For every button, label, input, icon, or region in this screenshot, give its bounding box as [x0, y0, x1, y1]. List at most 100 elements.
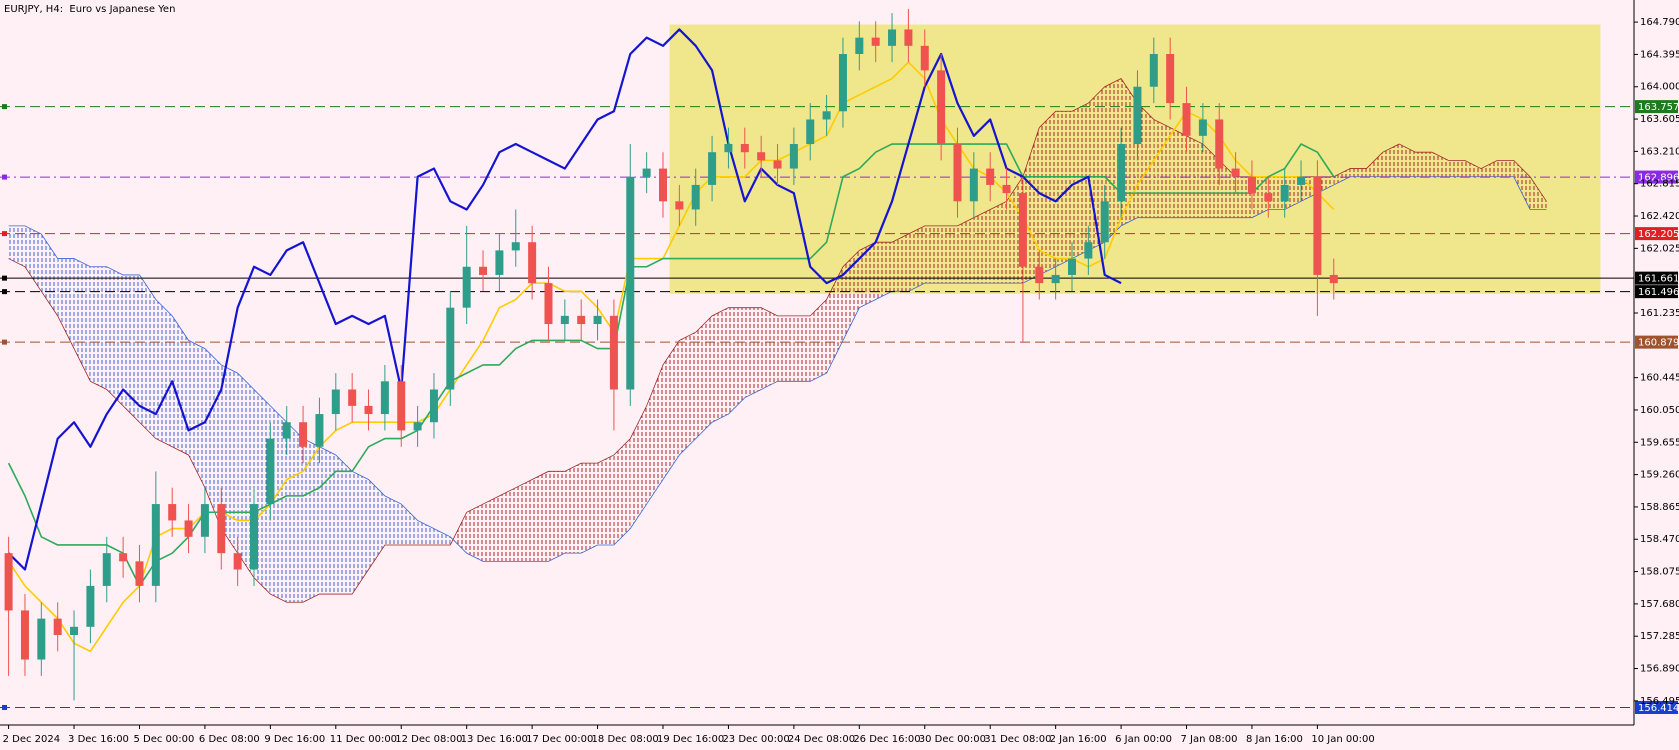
cloud-segment	[712, 307, 729, 423]
candle-body	[773, 160, 782, 169]
cloud-segment	[548, 471, 565, 562]
candle-body	[348, 389, 357, 406]
candle-body	[626, 176, 635, 390]
cloud-segment	[221, 364, 238, 554]
cloud-segment	[1399, 144, 1416, 177]
candle-body	[560, 315, 569, 325]
candle-body	[53, 618, 62, 635]
candle-body	[1264, 193, 1273, 202]
candle-body	[609, 315, 618, 390]
cloud-segment	[515, 479, 533, 562]
cloud-segment	[777, 315, 794, 382]
cloud-segment	[8, 225, 25, 267]
candle-body	[1166, 54, 1175, 104]
level-marker	[2, 104, 7, 110]
cloud-segment	[433, 528, 451, 545]
y-tick-label: 162.025	[1640, 243, 1679, 254]
cloud-segment	[793, 315, 811, 382]
candle-body	[495, 250, 504, 275]
candle-body	[446, 307, 455, 390]
levels-layer: 163.757 162.896 162.205 161.661 161.496 160.8…	[0, 100, 1679, 714]
candle-body	[789, 144, 798, 169]
cloud-segment	[1301, 176, 1318, 202]
cloud-segment	[630, 405, 647, 529]
x-tick-label: 18 Dec 08:00	[592, 734, 659, 745]
candle-body	[1117, 144, 1126, 202]
x-tick-label: 11 Dec 00:00	[330, 734, 397, 745]
cloud-edge	[8, 176, 1547, 562]
level-marker	[2, 704, 7, 710]
y-tick-label: 162.420	[1640, 211, 1679, 222]
cloud-segment	[1497, 160, 1514, 177]
y-tick-label: 163.210	[1640, 146, 1679, 157]
candle-body	[969, 168, 978, 202]
cloud-segment	[483, 495, 500, 562]
candle-body	[593, 315, 602, 325]
y-tick-label: 160.445	[1640, 373, 1679, 384]
cloud-segment	[1006, 176, 1023, 284]
cloud-segment	[1464, 160, 1481, 177]
candle-body	[380, 381, 389, 415]
candle-body	[806, 119, 815, 145]
cloud-segment	[335, 454, 353, 595]
cloud-segment	[1530, 176, 1547, 210]
candle-body	[1231, 168, 1240, 177]
x-tick-label: 13 Dec 16:00	[461, 734, 528, 745]
candle-body	[315, 414, 324, 447]
cloud-segment	[990, 201, 1007, 284]
cloud-segment	[1481, 160, 1498, 177]
level-marker	[2, 339, 7, 345]
candle-body	[757, 152, 766, 161]
cloud-segment	[254, 389, 271, 595]
cloud-segment	[1121, 78, 1138, 226]
cloud-segment	[908, 225, 925, 292]
cloud-segment	[1350, 168, 1367, 177]
x-tick-label: 2 Jan 16:00	[1050, 734, 1107, 745]
candle-body	[577, 315, 586, 325]
candle-body	[331, 389, 340, 415]
candle-body	[135, 561, 144, 586]
cloud-segment	[352, 471, 369, 595]
cloud-segment	[1022, 127, 1040, 284]
candle-body	[986, 168, 995, 185]
cloud-segment	[875, 242, 893, 300]
candle-body	[1018, 193, 1027, 267]
y-tick-label: 162.815	[1640, 179, 1679, 190]
candle-body	[151, 504, 160, 586]
candle-body	[184, 520, 193, 537]
x-tick-label: 26 Dec 16:00	[853, 734, 920, 745]
level-label: 156.414	[1638, 703, 1679, 714]
candle-body	[1280, 184, 1289, 202]
candle-body	[1133, 86, 1142, 145]
cloud-segment	[237, 373, 254, 578]
candle-body	[937, 70, 946, 145]
cloud-segment	[123, 274, 140, 423]
x-tick-label: 5 Dec 00:00	[133, 734, 194, 745]
cloud-segment	[41, 234, 58, 316]
candle-body	[1035, 266, 1044, 284]
candle-body	[1149, 54, 1158, 87]
x-tick-label: 24 Dec 08:00	[788, 734, 855, 745]
candle-body	[119, 553, 128, 562]
level-label-box	[1635, 100, 1678, 114]
candle-body	[102, 553, 111, 586]
level-label: 162.896	[1638, 173, 1679, 184]
level-marker	[2, 275, 7, 281]
candle-body	[1182, 103, 1191, 136]
cloud-segment	[90, 266, 107, 390]
cloud-segment	[1431, 152, 1449, 177]
y-tick-label: 156.890	[1640, 664, 1679, 675]
x-tick-label: 19 Dec 16:00	[657, 734, 724, 745]
x-tick-label: 31 Dec 08:00	[984, 734, 1051, 745]
candle-body	[838, 54, 847, 112]
candle-body	[364, 405, 373, 415]
cloud-segment	[286, 422, 304, 603]
candle-body	[479, 266, 488, 275]
candle-body	[20, 610, 29, 660]
candle-body	[1329, 274, 1338, 284]
level-label: 163.757	[1638, 102, 1679, 113]
cloud-segment	[1235, 176, 1252, 218]
cloud-segment	[1284, 176, 1302, 210]
candle-body	[250, 504, 258, 570]
cloud-segment	[1366, 152, 1383, 177]
